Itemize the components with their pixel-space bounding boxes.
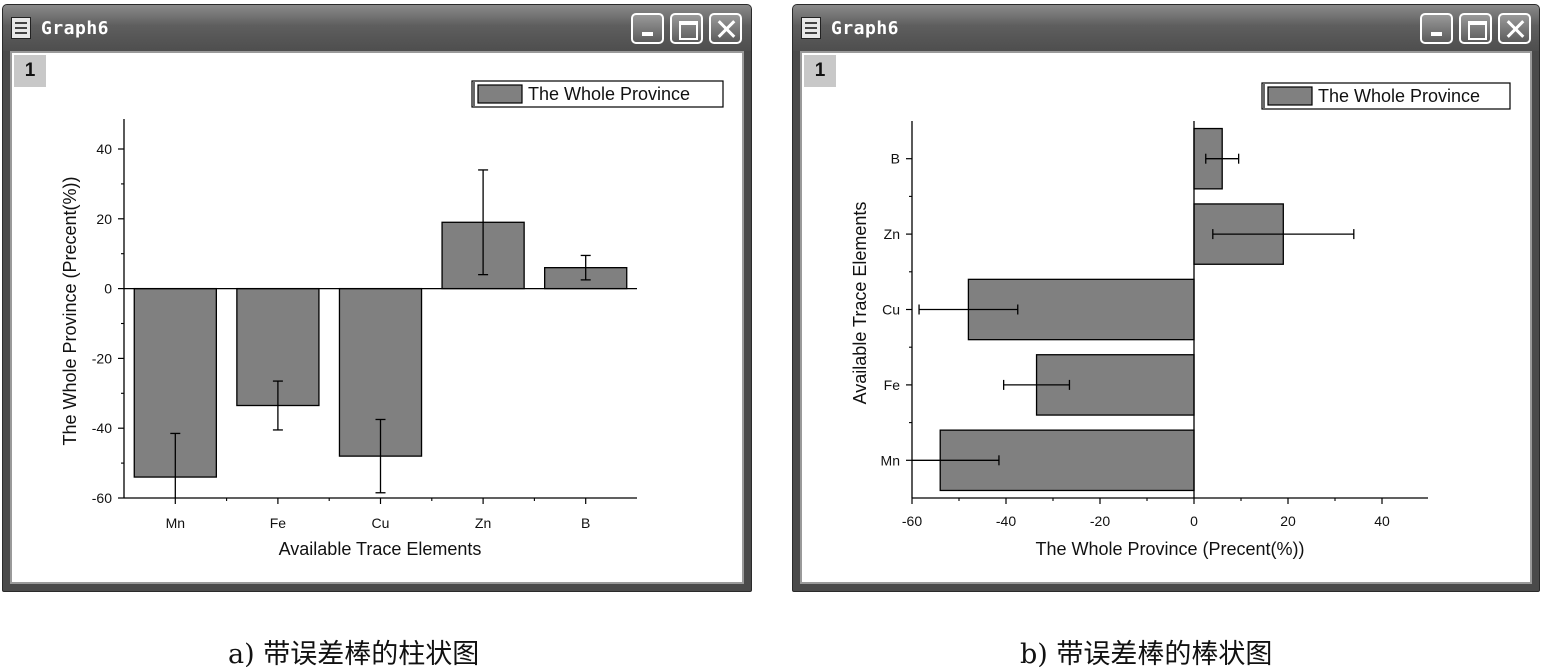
graph-area[interactable]: 1 -60 -40 -20 0 20 40 Mn Fe Cu Zn B Available Tra… [10,51,744,584]
y-tick-label: Cu [882,302,900,318]
x-axis-label: The Whole Province (Precent(%)) [1035,539,1304,559]
y-axis-label: Available Trace Elements [850,202,870,405]
legend[interactable]: The Whole Province [1261,82,1511,110]
x-tick-label: 0 [1190,513,1198,529]
caption-a: a) 带误差棒的柱状图 [228,639,480,667]
x-tick-label: Mn [166,515,185,531]
title-bar[interactable]: Graph6 [793,5,1539,51]
legend-swatch [1267,86,1313,106]
y-tick-label: 20 [96,211,112,227]
maximize-button[interactable] [670,13,703,44]
graph-window-a[interactable]: Graph6 1 -60 -40 -20 0 20 40 Mn Fe Cu Zn B Availa… [2,4,752,592]
y-tick-label: -60 [92,490,112,506]
legend-swatch [477,84,523,104]
caption-b: b) 带误差棒的棒状图 [1020,639,1273,667]
legend-label: The Whole Province [528,84,690,104]
x-tick-label: -40 [996,513,1016,529]
y-tick-label: 0 [104,281,112,297]
y-tick-label: Fe [884,377,901,393]
window-title: Graph6 [41,18,110,39]
title-bar[interactable]: Graph6 [3,5,751,51]
y-tick-label: -40 [92,420,112,436]
graph-area[interactable]: 1 -60 -40 -20 0 20 40 Mn Fe Cu Zn B The Whole Pro… [800,51,1532,584]
y-tick-label: B [891,151,900,167]
x-tick-label: Zn [475,515,491,531]
close-button[interactable] [1498,13,1531,44]
y-tick-label: Zn [884,226,900,242]
graph-window-icon[interactable] [11,17,31,39]
legend[interactable]: The Whole Province [471,80,724,108]
x-tick-label: -60 [902,513,922,529]
x-tick-label: 40 [1374,513,1390,529]
x-tick-label: 20 [1280,513,1296,529]
layer-indicator[interactable]: 1 [804,55,836,87]
x-tick-label: Fe [270,515,287,531]
bar-chart-vertical: -60 -40 -20 0 20 40 Mn Fe Cu Zn B Available Trace… [60,80,724,559]
y-tick-label: Mn [881,452,900,468]
legend-label: The Whole Province [1318,86,1480,106]
layer-indicator[interactable]: 1 [14,55,46,87]
window-title: Graph6 [831,18,900,39]
x-tick-label: -20 [1090,513,1110,529]
graph-window-icon[interactable] [801,17,821,39]
x-axis-label: Available Trace Elements [279,539,482,559]
y-tick-label: 40 [96,141,112,157]
minimize-button[interactable] [631,13,664,44]
bar-chart-horizontal: -60 -40 -20 0 20 40 Mn Fe Cu Zn B The Whole Provi… [850,82,1511,559]
close-button[interactable] [709,13,742,44]
graph-window-b[interactable]: Graph6 1 -60 -40 -20 0 20 40 Mn Fe Cu Zn B The Wh… [792,4,1540,592]
maximize-button[interactable] [1459,13,1492,44]
minimize-button[interactable] [1420,13,1453,44]
y-axis-label: The Whole Province (Precent(%)) [60,176,80,445]
x-tick-label: B [581,515,590,531]
y-tick-label: -20 [92,350,112,366]
x-tick-label: Cu [372,515,390,531]
